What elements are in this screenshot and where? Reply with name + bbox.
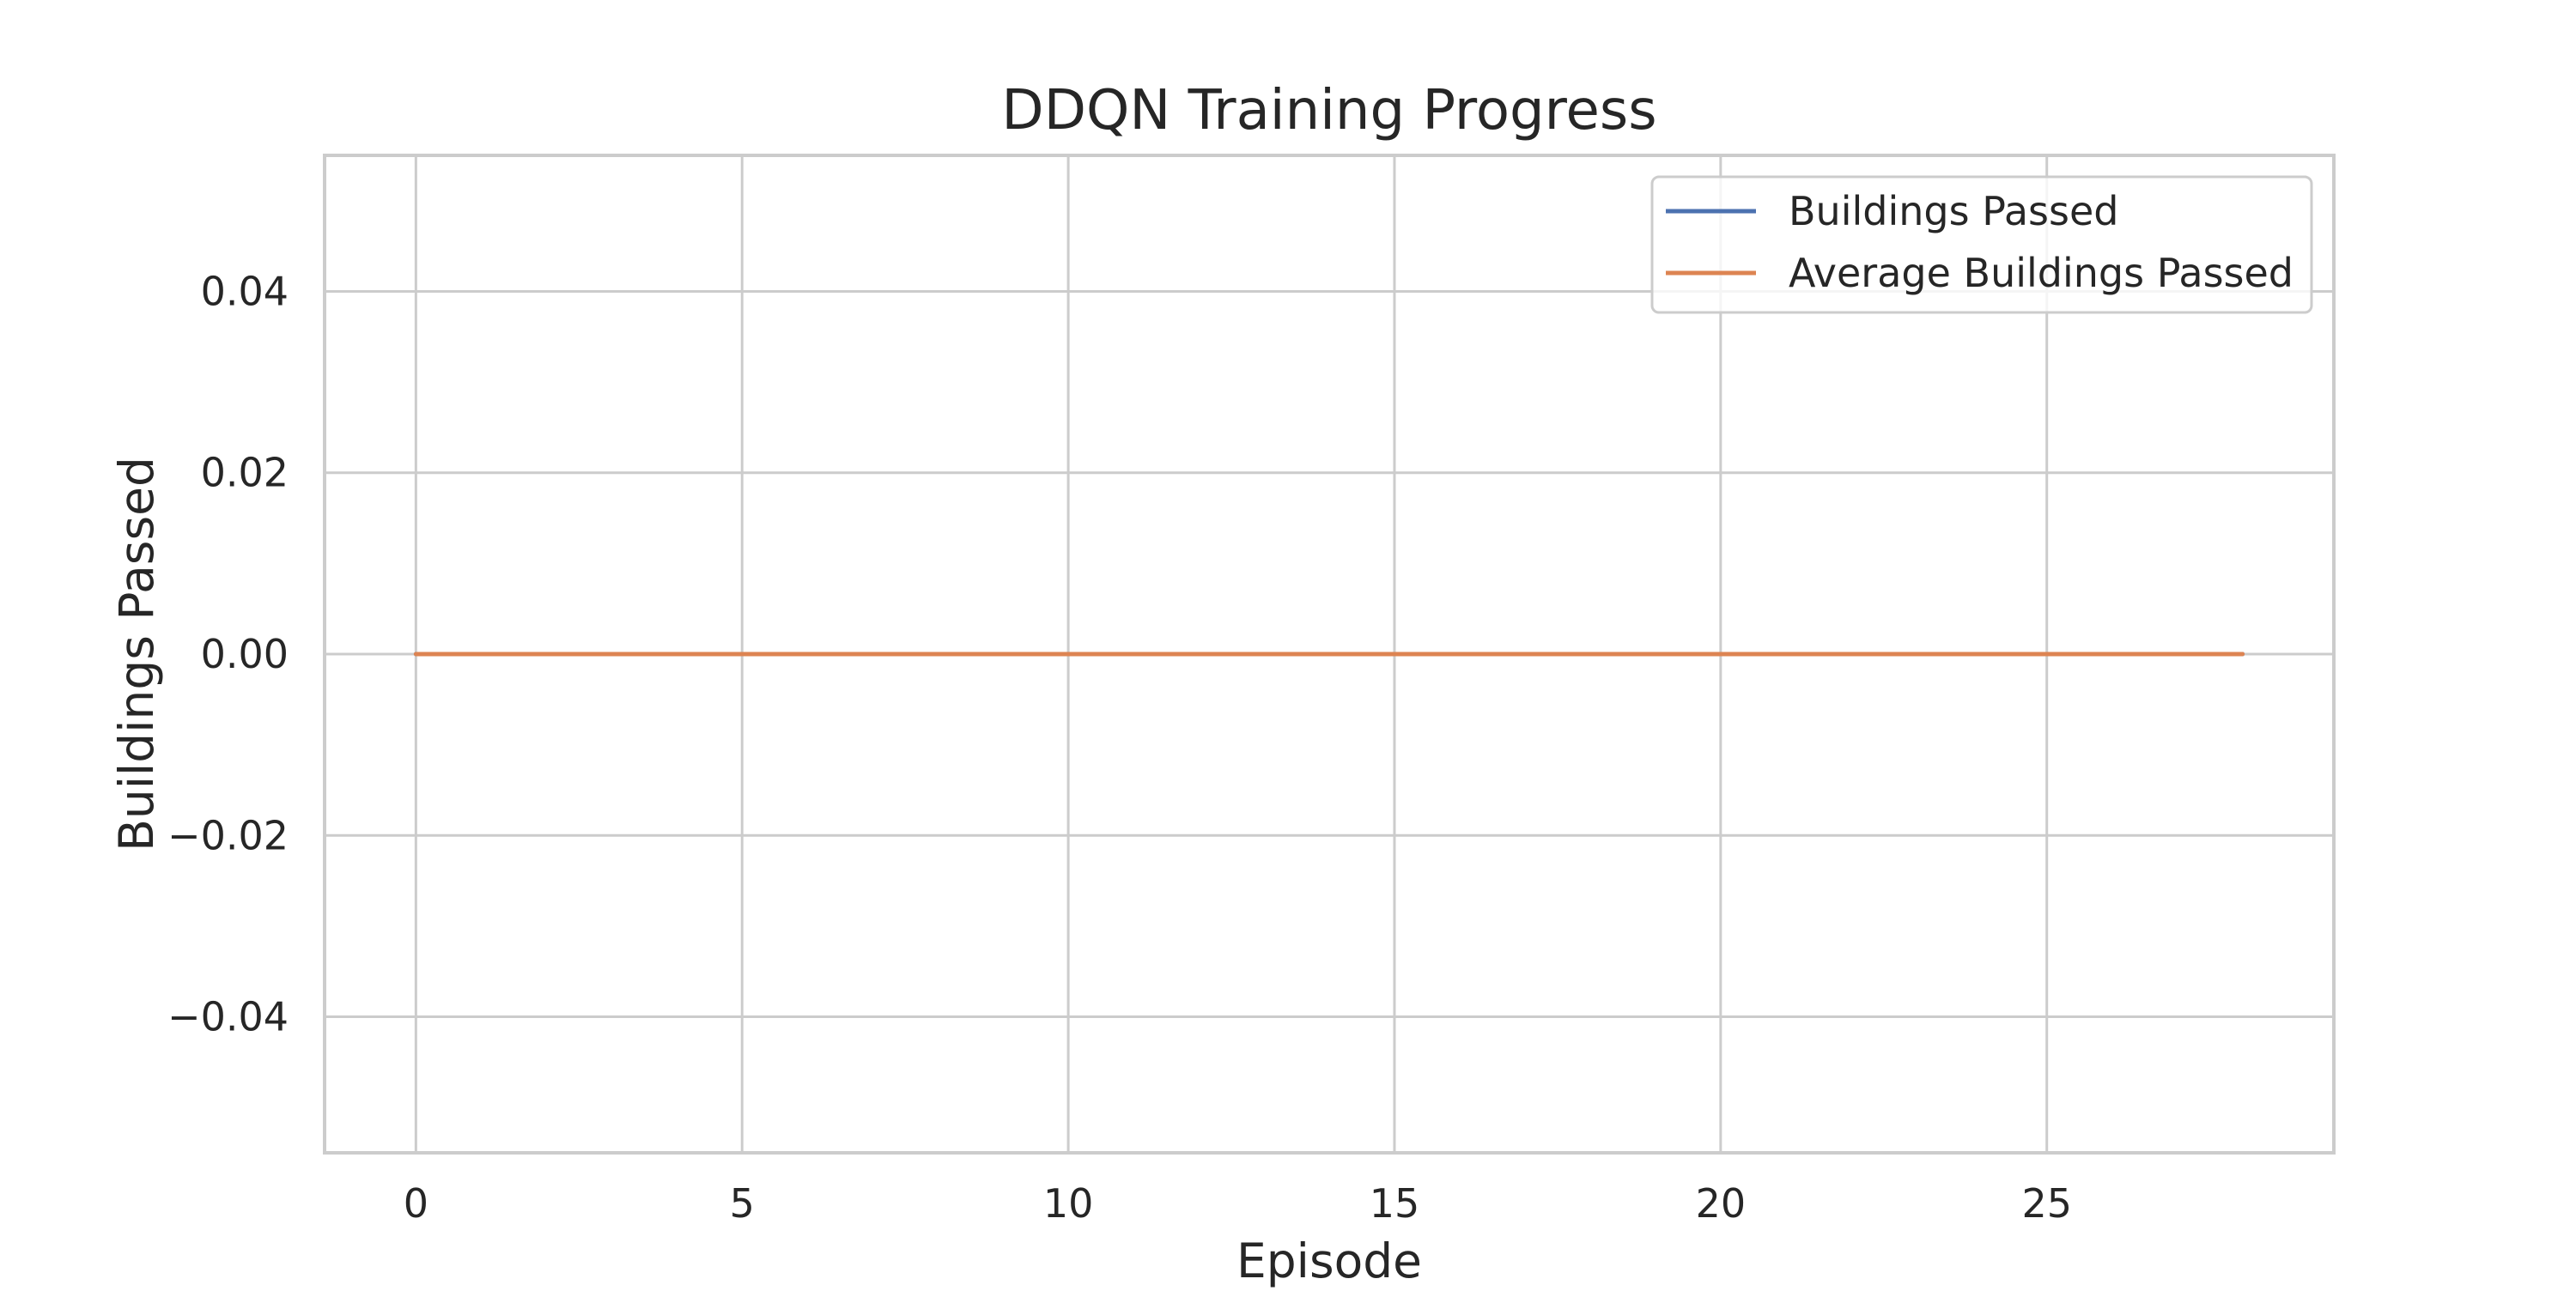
legend: Buildings Passed Average Buildings Passed xyxy=(1650,175,2313,314)
legend-box xyxy=(1650,175,2313,314)
x-axis-label: Episode xyxy=(1236,1233,1422,1288)
x-tick-label: 25 xyxy=(2021,1180,2072,1227)
x-tick-label: 15 xyxy=(1370,1180,1420,1227)
chart-title: DDQN Training Progress xyxy=(1001,79,1656,142)
y-tick-label: −0.02 xyxy=(167,812,289,858)
legend-label-0: Buildings Passed xyxy=(1789,188,2119,234)
tick-labels: 0 5 10 15 20 25 0.04 0.02 0.00 −0.02 −0.04 xyxy=(167,268,2072,1227)
y-tick-label: 0.00 xyxy=(201,631,289,677)
x-tick-label: 0 xyxy=(404,1180,428,1227)
plot-frame xyxy=(323,154,2336,1155)
x-tick-label: 10 xyxy=(1043,1180,1094,1227)
y-axis-label: Buildings Passed xyxy=(109,457,164,852)
y-tick-label: 0.02 xyxy=(201,450,289,496)
x-tick-label: 20 xyxy=(1696,1180,1747,1227)
y-tick-label: −0.04 xyxy=(167,994,289,1040)
y-tick-label: 0.04 xyxy=(201,268,289,314)
legend-label-1: Average Buildings Passed xyxy=(1789,250,2293,296)
x-tick-label: 5 xyxy=(730,1180,755,1227)
